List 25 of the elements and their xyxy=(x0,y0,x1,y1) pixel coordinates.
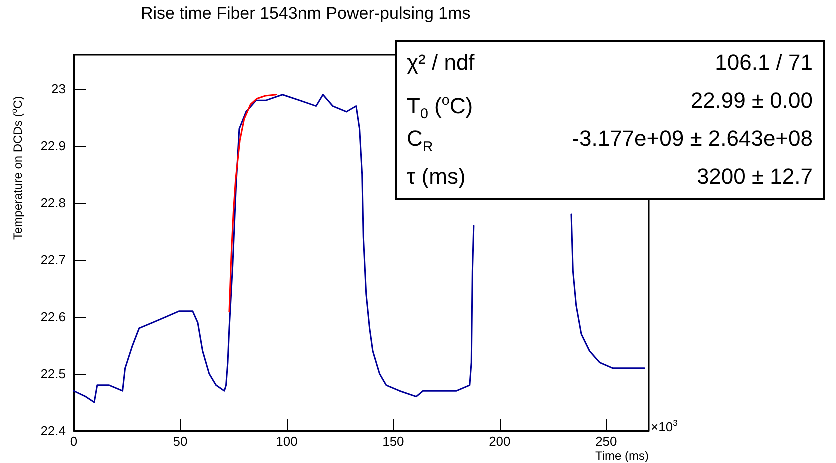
y-tick-label: 22.4 xyxy=(40,424,66,438)
annotation: C$_{R}$ xyxy=(407,126,434,156)
line-series xyxy=(228,94,278,313)
y-tick-label: 23 xyxy=(52,82,66,97)
annotation: τ (ms) xyxy=(407,163,466,191)
x-tick-label: 150 xyxy=(382,434,404,449)
x-tick-label: 0 xyxy=(70,434,78,449)
y-tick-label: 22.6 xyxy=(40,310,66,325)
y-tick-label: 22.5 xyxy=(40,366,66,382)
annotation: T$_{0}$ ($^{o}$C) xyxy=(407,92,474,123)
annotation: χ² / ndf xyxy=(407,49,475,77)
x-tick-label: 50 xyxy=(173,434,188,449)
chart-title: Rise time Fiber 1543nm Power-pulsing 1ms xyxy=(141,4,471,24)
x-axis-title: Time (ms) xyxy=(595,449,649,463)
text: 22.99 ± 0.00 xyxy=(690,88,813,113)
x-tick-label: 100 xyxy=(276,434,298,449)
annotation: -3.177e+09 ± 2.643e+08 xyxy=(572,125,813,153)
x-tick-label: 200 xyxy=(489,434,511,449)
text: 3200 ± 12.7 xyxy=(696,164,813,189)
text: ×10$^{3}$ xyxy=(651,418,678,434)
y-tick-label: 22.7 xyxy=(40,252,66,268)
y-tick-label: 22.8 xyxy=(40,196,66,211)
x-tick-label: 250 xyxy=(596,434,618,449)
y-tick-label: 22.9 xyxy=(40,138,66,154)
text: 106.1 / 71 xyxy=(715,50,813,75)
